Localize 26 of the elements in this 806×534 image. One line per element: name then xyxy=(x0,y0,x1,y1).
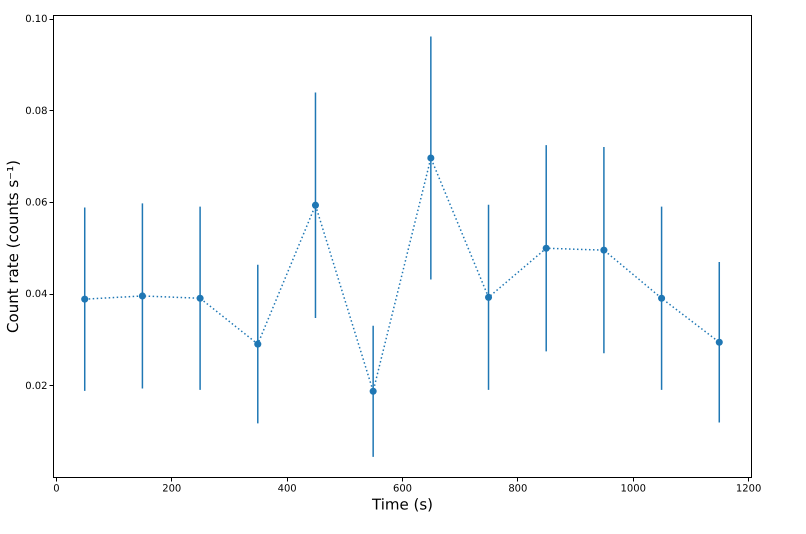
y-tick-label: 0.02 xyxy=(25,380,48,392)
x-tick-label: 800 xyxy=(508,484,528,494)
x-tick-label: 400 xyxy=(278,484,297,494)
x-tick-label: 600 xyxy=(392,484,412,494)
point xyxy=(427,154,434,162)
x-tick-label: 1200 xyxy=(736,484,762,494)
y-axis-title: Count rate (counts s⁻¹) xyxy=(4,160,22,333)
x-tick-label: 200 xyxy=(162,484,182,494)
y-tick-label: 0.04 xyxy=(25,289,48,300)
y-tick-label: 0.06 xyxy=(25,198,48,208)
point xyxy=(138,292,146,300)
point xyxy=(716,338,723,346)
y-tick-label: 0.08 xyxy=(25,106,48,117)
point xyxy=(312,202,320,209)
point xyxy=(484,294,492,301)
point xyxy=(254,340,262,348)
point xyxy=(370,388,377,395)
point xyxy=(542,244,550,252)
y-tick-label: 0.10 xyxy=(25,14,48,26)
point xyxy=(196,294,204,302)
x-tick-label: 1000 xyxy=(620,484,646,494)
point xyxy=(81,296,88,303)
point xyxy=(600,246,608,254)
point xyxy=(658,294,666,302)
x-axis-title: Time (s) xyxy=(371,496,433,514)
x-tick-label: 0 xyxy=(53,484,60,494)
